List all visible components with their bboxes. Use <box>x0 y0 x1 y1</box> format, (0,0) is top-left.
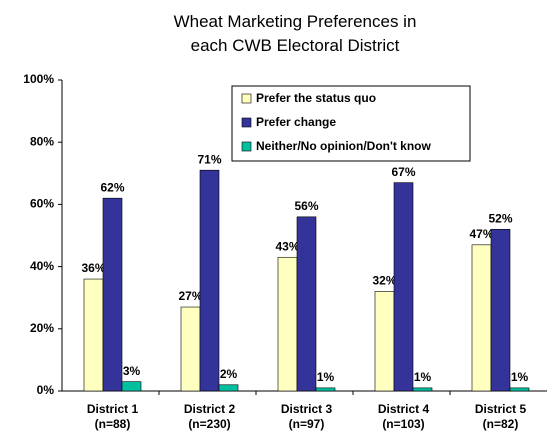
legend-swatch <box>241 93 252 104</box>
y-tick-label: 60% <box>30 197 54 211</box>
x-tick-label: District 3 (n=97) <box>280 402 333 431</box>
data-label: 2% <box>220 367 238 381</box>
y-tick-label: 0% <box>37 383 55 397</box>
legend-box <box>231 85 471 162</box>
bar <box>471 244 492 392</box>
x-tick-label: District 2 (n=230) <box>183 402 236 431</box>
bar <box>374 291 395 392</box>
data-label: 1% <box>511 370 529 384</box>
bar <box>277 256 298 392</box>
bar <box>83 278 104 392</box>
y-tick-label: 40% <box>30 259 54 273</box>
bar <box>180 306 201 392</box>
data-label: 1% <box>317 370 335 384</box>
data-label: 43% <box>275 239 299 253</box>
bar <box>490 228 511 392</box>
legend-label: Prefer the status quo <box>256 91 376 105</box>
data-label: 67% <box>391 165 415 179</box>
data-label: 52% <box>488 211 512 225</box>
bar <box>199 169 220 392</box>
y-tick-label: 100% <box>23 72 54 86</box>
bar <box>296 216 317 392</box>
bar <box>315 387 336 392</box>
data-label: 27% <box>178 289 202 303</box>
bar <box>393 182 414 392</box>
bar <box>218 384 239 392</box>
bar <box>121 381 142 392</box>
data-label: 56% <box>294 199 318 213</box>
data-label: 36% <box>81 261 105 275</box>
bar <box>412 387 433 392</box>
data-label: 47% <box>469 227 493 241</box>
legend-label: Prefer change <box>256 115 336 129</box>
data-label: 32% <box>372 274 396 288</box>
chart-title: Wheat Marketing Preferences in each CWB … <box>173 12 417 55</box>
legend-label: Neither/No opinion/Don't know <box>256 139 432 153</box>
y-tick-label: 20% <box>30 321 54 335</box>
x-tick-label: District 1 (n=88) <box>86 402 139 431</box>
data-label: 71% <box>197 152 221 166</box>
bar <box>102 197 123 392</box>
x-tick-label: District 5 (n=82) <box>474 402 527 431</box>
legend-swatch <box>241 141 252 152</box>
data-label: 3% <box>123 364 141 378</box>
legend-swatch <box>241 117 252 128</box>
data-label: 62% <box>100 180 124 194</box>
y-tick-label: 80% <box>30 134 54 148</box>
data-label: 1% <box>414 370 432 384</box>
x-tick-label: District 4 (n=103) <box>377 402 430 431</box>
bar <box>509 387 530 392</box>
